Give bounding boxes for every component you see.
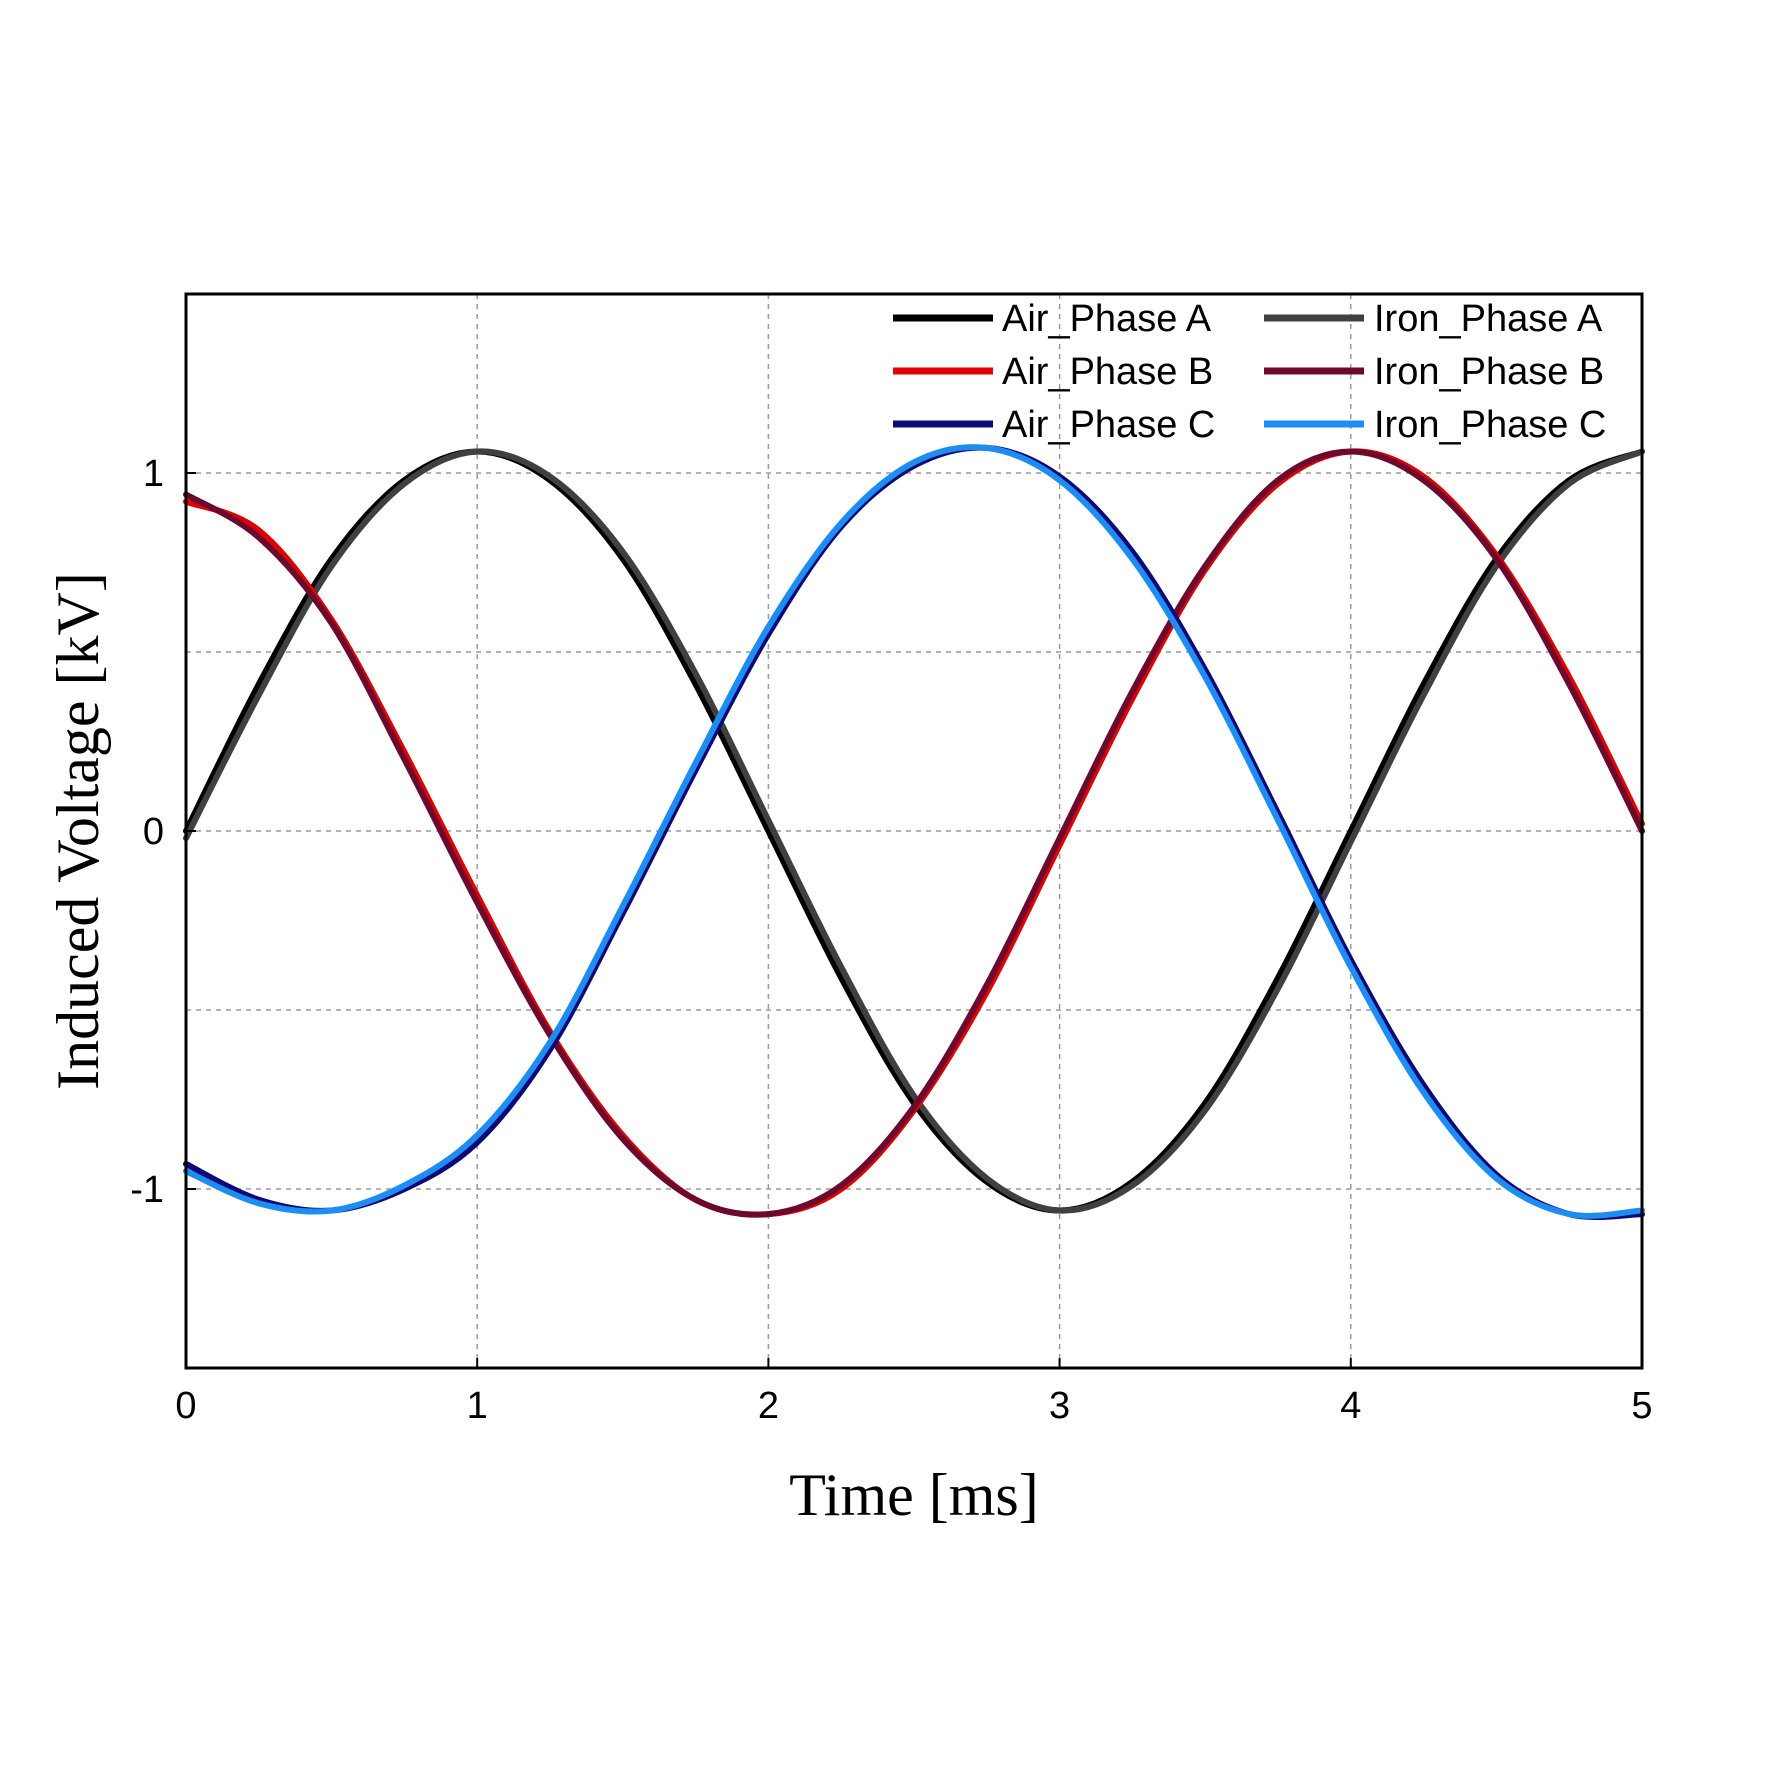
legend-label: Iron_Phase B	[1374, 351, 1604, 393]
x-axis: 0 1 2 3 4 5	[175, 1358, 1653, 1427]
x-tick-label: 1	[467, 1385, 488, 1427]
legend-label: Air_Phase C	[1002, 404, 1215, 446]
legend-label: Iron_Phase C	[1374, 404, 1606, 446]
legend-label: Air_Phase B	[1002, 351, 1213, 393]
series-line-iron-phase-c	[183, 444, 1645, 1219]
x-tick-label: 0	[175, 1385, 196, 1427]
y-tick-label: 0	[143, 811, 164, 853]
x-tick-label: 2	[758, 1385, 779, 1427]
y-tick-label: -1	[130, 1169, 164, 1211]
y-axis-title: Induced Voltage [kV]	[45, 572, 111, 1090]
legend-label: Air_Phase A	[1002, 298, 1212, 340]
grid-layer	[186, 294, 1642, 1368]
series-line-iron-phase-b	[183, 448, 1645, 1218]
legend-label: Iron_Phase A	[1374, 298, 1603, 340]
legend: Air_Phase A Iron_Phase A Air_Phase B Iron_P…	[893, 298, 1606, 446]
series-line-air-phase-c	[183, 444, 1645, 1220]
x-axis-title: Time [ms]	[789, 1462, 1039, 1528]
x-tick-label: 5	[1631, 1385, 1652, 1427]
y-tick-label: 1	[143, 453, 164, 495]
x-tick-label: 4	[1340, 1385, 1361, 1427]
series-line-iron-phase-a	[183, 448, 1645, 1214]
series-layer	[183, 444, 1645, 1220]
plot-frame	[184, 292, 1644, 1370]
y-axis: -1 0 1	[130, 453, 196, 1211]
x-tick-label: 3	[1049, 1385, 1070, 1427]
